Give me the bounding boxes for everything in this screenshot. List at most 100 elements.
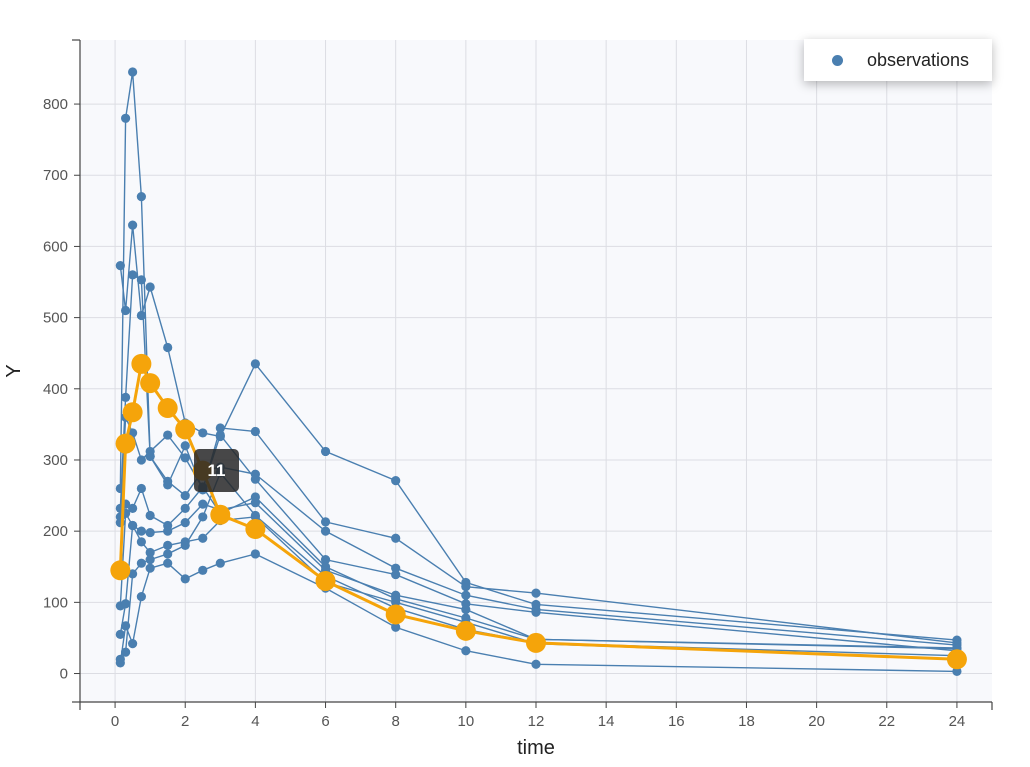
observation-point: [391, 569, 401, 580]
observation-point: [128, 520, 138, 531]
observation-point: [121, 621, 131, 631]
observation-point: [180, 490, 190, 501]
highlight-point: [315, 570, 336, 591]
axes: 0 2 4 6 8 10 12 14 16 18 20 22 240100200300400500600…: [43, 39, 993, 730]
observation-point: [163, 540, 173, 550]
x-tick-label: 20: [808, 713, 825, 730]
x-tick-label: 16: [668, 713, 685, 730]
observation-point: [136, 558, 146, 568]
highlight-point: [946, 649, 967, 670]
observation-point: [163, 526, 173, 536]
observation-point: [391, 476, 401, 486]
x-tick-label: 10: [458, 713, 475, 730]
observation-point: [136, 455, 146, 465]
y-tick-label: 200: [43, 523, 68, 540]
x-tick-label: 14: [598, 713, 615, 730]
observation-point: [128, 503, 138, 513]
highlight-point: [175, 419, 196, 440]
observation-point: [531, 659, 541, 669]
observation-point: [391, 622, 401, 632]
legend-label-observations: observations: [867, 49, 970, 70]
y-tick-label: 800: [43, 96, 68, 113]
y-tick-label: 600: [43, 238, 68, 255]
y-tick-label: 400: [43, 381, 68, 398]
y-tick-label: 700: [43, 167, 68, 184]
observation-point: [952, 666, 962, 676]
observation-point: [128, 270, 138, 280]
series-subject-01: [115, 220, 962, 645]
observation-point: [391, 533, 401, 543]
x-tick-label: 24: [949, 713, 966, 730]
x-tick-label: 22: [878, 713, 895, 730]
x-tick-label: 6: [321, 713, 329, 730]
observation-point: [163, 430, 173, 440]
observation-point: [145, 527, 155, 538]
y-axis-title: Y: [3, 364, 25, 377]
y-tick-label: 0: [60, 666, 68, 683]
observation-point: [121, 113, 131, 123]
highlight-point: [122, 402, 143, 423]
legend[interactable]: observations: [804, 39, 992, 81]
x-tick-label: 4: [251, 713, 259, 730]
highlight-point: [526, 632, 546, 653]
observation-point: [391, 590, 401, 600]
observation-point: [180, 441, 190, 451]
observation-point: [198, 512, 208, 522]
x-tick-label: 0: [111, 713, 119, 730]
observation-point: [115, 261, 125, 271]
observation-point: [136, 275, 146, 285]
hover-tooltip: 11: [194, 449, 239, 492]
observation-point: [215, 430, 225, 440]
observation-point: [136, 526, 146, 536]
observation-point: [128, 220, 138, 230]
series-subject-09: [115, 549, 962, 676]
observation-point: [250, 359, 260, 369]
observation-point: [145, 555, 155, 565]
observation-point: [163, 342, 173, 353]
observation-point: [198, 499, 208, 509]
observation-point: [215, 558, 225, 568]
legend-marker: [832, 54, 843, 66]
observation-point: [461, 604, 471, 615]
observation-point: [128, 569, 138, 579]
observation-point: [531, 607, 541, 617]
highlight-point: [455, 620, 476, 641]
observation-point: [163, 476, 173, 486]
observation-point: [128, 67, 138, 77]
x-tick-label: 8: [392, 713, 400, 730]
observation-point: [320, 517, 331, 527]
observation-point: [320, 526, 331, 536]
highlight-point: [385, 604, 406, 625]
observation-point: [320, 555, 331, 565]
highlight-point: [115, 433, 136, 454]
observation-point: [250, 474, 260, 484]
observation-point: [163, 558, 173, 568]
observation-point: [145, 446, 155, 457]
observation-point: [121, 392, 131, 402]
observation-point: [136, 537, 146, 547]
highlight-point: [157, 398, 178, 419]
observation-point: [180, 540, 190, 550]
observation-point: [461, 646, 471, 656]
observation-point: [180, 574, 190, 584]
observation-point: [198, 565, 208, 575]
y-tick-label: 300: [43, 452, 68, 469]
observation-point: [121, 647, 131, 657]
observation-point: [145, 510, 155, 521]
x-tick-label: 2: [181, 713, 189, 730]
observation-point: [250, 426, 260, 437]
highlight-point: [245, 519, 266, 540]
observation-point: [136, 592, 146, 602]
x-axis-title: time: [517, 737, 555, 759]
observation-point: [145, 282, 155, 292]
observation-point: [198, 533, 208, 543]
observation-point: [180, 503, 190, 513]
observation-point: [531, 588, 541, 598]
observation-point: [121, 599, 131, 609]
observation-point: [320, 446, 331, 457]
observation-point: [391, 563, 401, 573]
highlight-point: [110, 560, 131, 581]
observation-point: [461, 590, 471, 600]
y-tick-label: 100: [43, 594, 68, 611]
